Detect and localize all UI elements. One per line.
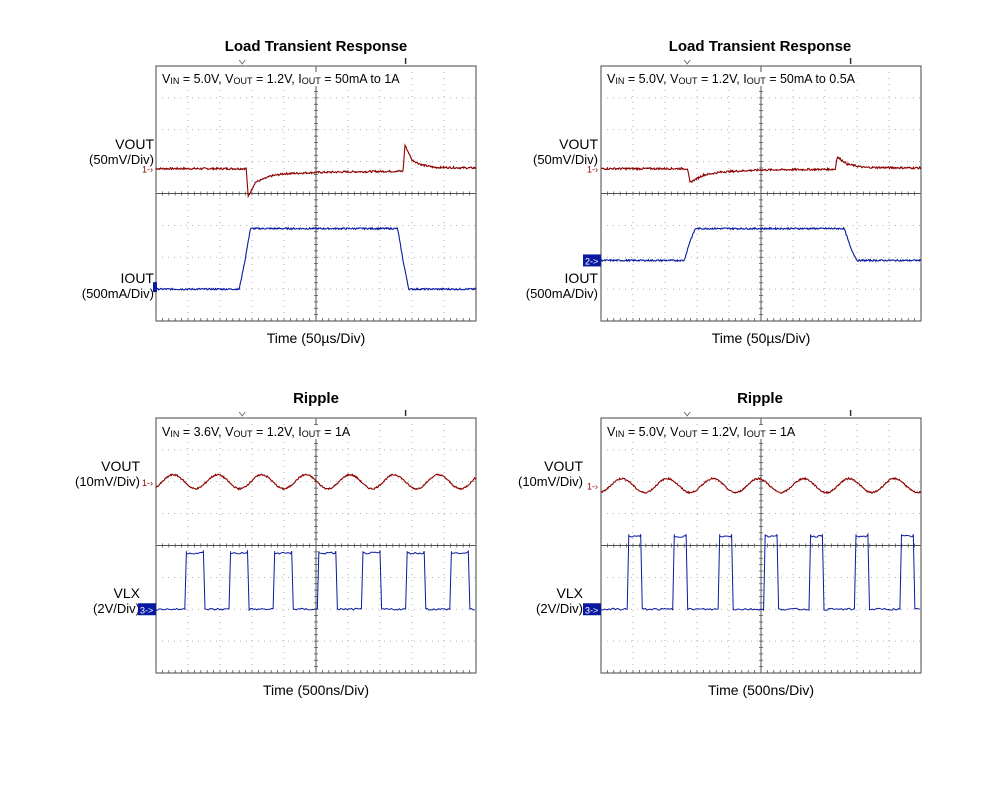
trace-vout-3: [600, 476, 922, 495]
channel-marker-label-2-1: 3->: [140, 605, 153, 615]
plot-frame-1: [600, 65, 922, 322]
y-label-iout-0: IOUT (500mA/Div): [58, 270, 154, 302]
cond-vin-2: 3.6V: [193, 425, 219, 439]
channel-scale-1-0: (50mV/Div): [532, 152, 598, 167]
channel-marker-label-0-0: 1-›: [142, 165, 153, 175]
conditions-3: VIN = 5.0V, VOUT = 1.2V, IOUT = 1A: [605, 425, 798, 439]
channel-scale-2-0: (10mV/Div): [74, 474, 140, 489]
channel-name-2-0: VOUT: [101, 458, 140, 474]
trace-iout-1: [600, 226, 922, 263]
conditions-1: VIN = 5.0V, VOUT = 1.2V, IOUT = 50mA to …: [605, 72, 858, 86]
plot-frame-3: [600, 417, 922, 674]
trace-iout-0: [155, 226, 477, 291]
scope-plot-2: 1-› 3->: [138, 410, 477, 674]
channel-marker-box-1-1: [583, 254, 601, 267]
trace-vlx-3: [600, 532, 920, 612]
plot-frame-0: [155, 65, 477, 322]
channel-marker-label-1-0: 1-›: [587, 165, 598, 175]
conditions-0: VIN = 5.0V, VOUT = 1.2V, IOUT = 50mA to …: [160, 72, 402, 86]
channel-marker-1-0: 1-›: [587, 165, 598, 175]
channel-marker-1-1: 2->: [583, 254, 601, 267]
channel-scale-2-1: (2V/Div): [93, 601, 140, 616]
y-label-iout-1: IOUT (500mA/Div): [502, 270, 598, 302]
cond-vout-0: 1.2V: [266, 72, 292, 86]
channel-marker-3-0: 1-›: [587, 482, 598, 492]
channel-marker-3-1: 3->: [583, 603, 601, 616]
chart-title-3: Ripple: [737, 390, 783, 407]
channel-marker-0-0: 1-›: [142, 165, 153, 175]
channel-name-0-0: VOUT: [115, 136, 154, 152]
channel-name-3-1: VLX: [556, 585, 583, 601]
cond-iout-0: 50mA to 1A: [334, 72, 400, 86]
trace-vout-1: [600, 155, 922, 184]
channel-name-1-0: VOUT: [559, 136, 598, 152]
x-axis-label-1: Time (50µs/Div): [711, 330, 811, 346]
channel-marker-label-3-1: 3->: [585, 605, 598, 615]
channel-scale-1-1: (500mA/Div): [525, 286, 598, 301]
scope-plot-0: 1-›: [142, 58, 477, 322]
cond-vout-1: 1.2V: [711, 72, 737, 86]
cond-vin-1: 5.0V: [638, 72, 664, 86]
cond-vout-2: 1.2V: [266, 425, 292, 439]
cond-vin-0: 5.0V: [193, 72, 219, 86]
chart-title-1: Load Transient Response: [668, 38, 852, 55]
channel-name-0-1: IOUT: [120, 270, 154, 286]
channel-scale-0-0: (50mV/Div): [88, 152, 154, 167]
channel-name-3-0: VOUT: [544, 458, 583, 474]
y-label-vout-0: VOUT (50mV/Div): [58, 136, 154, 168]
trigger-marker-1: [683, 59, 691, 65]
trigger-marker-3: [683, 411, 691, 417]
chart-title-0: Load Transient Response: [224, 38, 408, 55]
channel-marker-2-0: 1-›: [142, 478, 153, 488]
x-axis-label-3: Time (500ns/Div): [707, 682, 815, 698]
channel-marker-label-2-0: 1-›: [142, 478, 153, 488]
cond-iout-2: 1A: [334, 425, 351, 439]
channel-name-1-1: IOUT: [564, 270, 598, 286]
chart-title-2: Ripple: [293, 390, 339, 407]
cond-iout-1: 50mA to 0.5A: [779, 72, 856, 86]
channel-name-2-1: VLX: [113, 585, 140, 601]
channel-marker-2-1: 3->: [138, 603, 156, 616]
y-label-vlx-3: VLX (2V/Div): [487, 585, 583, 617]
channel-scale-0-1: (500mA/Div): [81, 286, 154, 301]
trace-vlx-2: [155, 549, 475, 612]
channel-marker-label-1-1: 2->: [585, 256, 598, 266]
cond-vout-3: 1.2V: [711, 425, 737, 439]
channel-marker-0-1: [153, 282, 157, 293]
channel-scale-3-0: (10mV/Div): [517, 474, 583, 489]
scope-plot-3: 1-› 3->: [583, 410, 922, 674]
y-label-vlx-2: VLX (2V/Div): [44, 585, 140, 617]
x-axis-label-2: Time (500ns/Div): [262, 682, 370, 698]
y-label-vout-3: VOUT (10mV/Div): [487, 458, 583, 490]
scope-plot-1: 1-› 2->: [583, 58, 922, 322]
trace-vout-2: [155, 473, 477, 491]
y-label-vout-2: VOUT (10mV/Div): [44, 458, 140, 490]
trigger-marker-0: [238, 59, 246, 65]
plot-frame-2: [155, 417, 477, 674]
cond-iout-3: 1A: [779, 425, 796, 439]
channel-scale-3-1: (2V/Div): [536, 601, 583, 616]
y-label-vout-1: VOUT (50mV/Div): [502, 136, 598, 168]
channel-marker-label-3-0: 1-›: [587, 482, 598, 492]
channel-marker-box-3-1: [583, 603, 601, 616]
cond-vin-3: 5.0V: [638, 425, 664, 439]
conditions-2: VIN = 3.6V, VOUT = 1.2V, IOUT = 1A: [160, 425, 353, 439]
trace-vout-0: [155, 143, 477, 199]
channel-marker-box-2-1: [138, 603, 156, 616]
trigger-marker-2: [238, 411, 246, 417]
x-axis-label-0: Time (50µs/Div): [266, 330, 366, 346]
